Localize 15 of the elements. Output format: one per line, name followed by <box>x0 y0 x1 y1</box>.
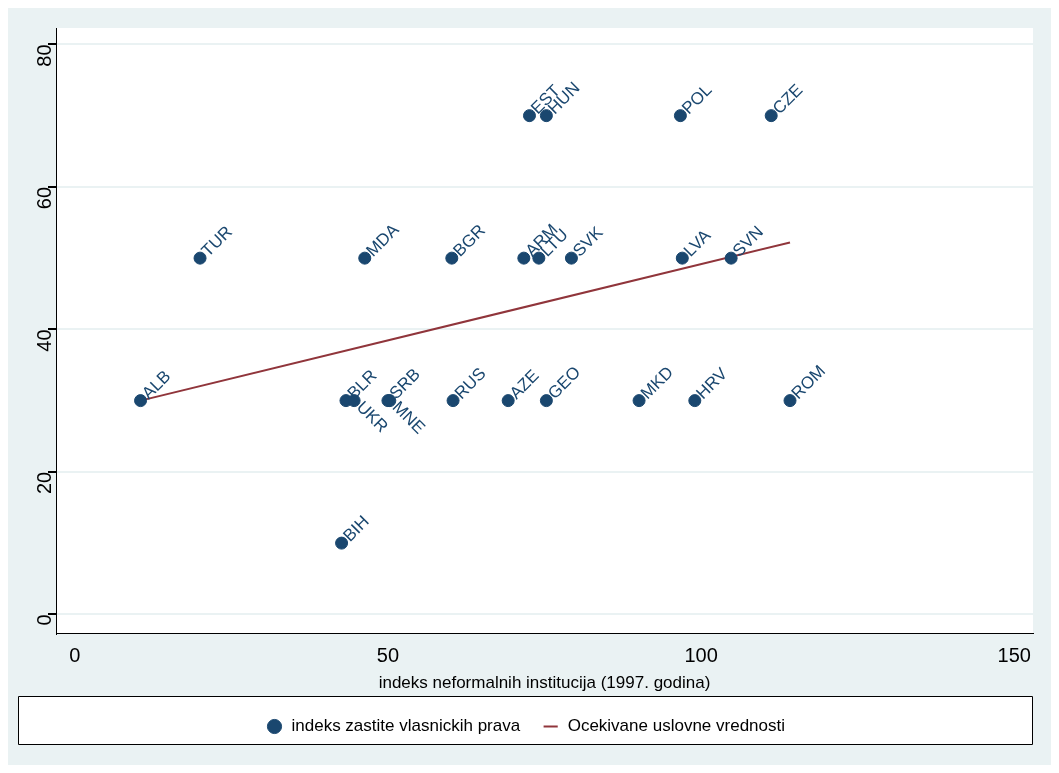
legend-label: Ocekivane uslovne vrednosti <box>567 716 785 736</box>
y-tick-label: 20 <box>32 471 55 495</box>
y-tick-label: 0 <box>32 614 55 626</box>
x-tick-label: 50 <box>376 644 400 667</box>
data-label: BIH <box>339 511 373 546</box>
data-label: POL <box>678 80 716 118</box>
data-label: LVA <box>679 225 715 261</box>
x-tick-label: 100 <box>684 644 718 667</box>
x-tick-label: 0 <box>69 644 81 667</box>
x-tick-label: 150 <box>997 644 1031 667</box>
y-tick-label: 60 <box>32 186 55 210</box>
y-tick-label: 40 <box>32 329 55 352</box>
y-tick-label: 80 <box>32 44 55 67</box>
x-axis-title: indeks neformalnih institucija (1997. godina) <box>378 673 711 693</box>
legend-label: indeks zastite vlasnickih prava <box>291 716 521 736</box>
